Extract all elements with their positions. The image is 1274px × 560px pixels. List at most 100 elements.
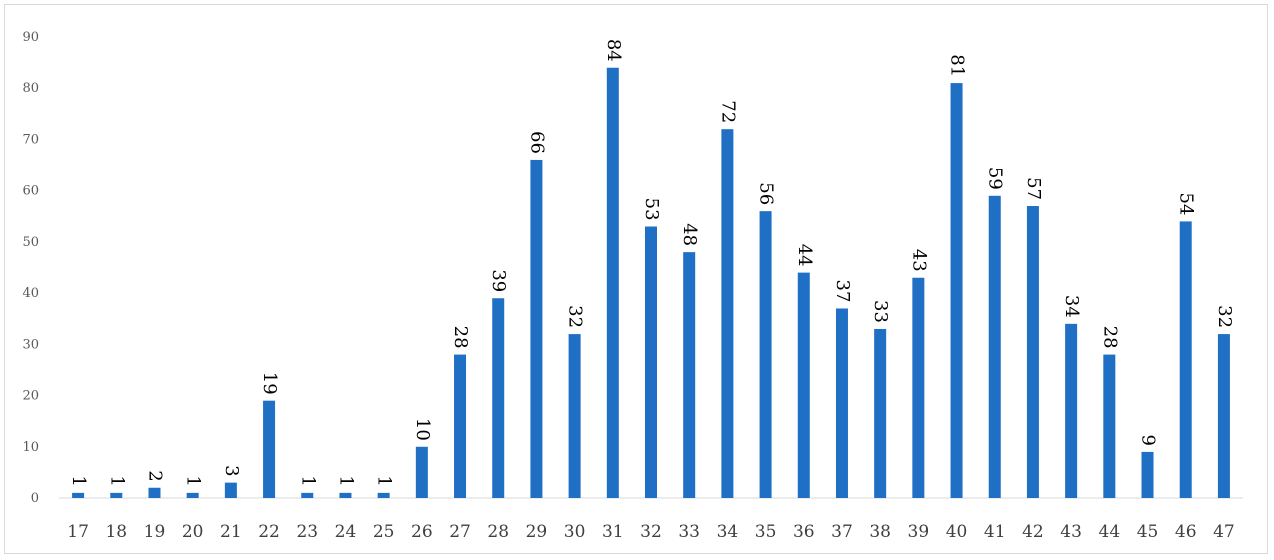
data-label: 33 (870, 300, 891, 323)
bar (645, 226, 657, 498)
y-axis-ticks: 0 10 20 30 40 50 60 70 80 90 (22, 30, 39, 506)
x-tick-label: 38 (869, 522, 891, 542)
data-label: 1 (106, 475, 127, 486)
data-label: 1 (183, 475, 204, 486)
data-label: 9 (1138, 434, 1159, 445)
bar (874, 328, 887, 498)
bar (186, 492, 199, 498)
x-tick-label: 37 (831, 522, 853, 542)
y-tick-label: 30 (22, 337, 39, 352)
data-label: 53 (641, 198, 662, 221)
x-tick-label: 44 (1099, 522, 1121, 542)
x-tick-label: 46 (1175, 522, 1197, 542)
x-tick-label: 25 (373, 522, 395, 542)
bar (415, 446, 428, 498)
data-label: 44 (794, 244, 815, 267)
x-tick-label: 42 (1022, 522, 1044, 542)
bar (339, 492, 352, 498)
x-tick-label: 18 (105, 522, 127, 542)
bar (950, 83, 963, 498)
bar (1026, 206, 1039, 499)
bar (263, 400, 276, 498)
x-tick-label: 43 (1060, 522, 1082, 542)
bar (1065, 323, 1078, 498)
x-tick-label: 26 (411, 522, 433, 542)
bar (1141, 451, 1154, 498)
x-tick-label: 29 (526, 522, 548, 542)
data-label: 10 (412, 418, 433, 441)
y-tick-label: 40 (22, 286, 39, 301)
x-axis-ticks: 17 18 19 20 21 22 23 24 25 26 27 28 29 30 31 32 33 34 35 36… (67, 522, 1234, 542)
bar (606, 67, 619, 498)
bar (1217, 334, 1230, 498)
y-tick-label: 10 (22, 440, 39, 455)
x-tick-label: 28 (487, 522, 509, 542)
bar (530, 159, 543, 498)
data-label: 54 (1176, 192, 1197, 215)
data-label: 32 (1214, 305, 1235, 328)
y-tick-label: 80 (22, 81, 39, 96)
data-label: 28 (450, 326, 471, 349)
data-label: 1 (335, 475, 356, 486)
x-tick-label: 32 (640, 522, 662, 542)
data-label: 56 (756, 182, 777, 205)
data-label: 1 (374, 475, 395, 486)
x-tick-label: 30 (564, 522, 586, 542)
y-tick-label: 90 (22, 30, 39, 45)
bar (72, 492, 85, 498)
data-label: 2 (144, 470, 165, 481)
bar (224, 482, 237, 498)
x-tick-label: 40 (946, 522, 968, 542)
data-label: 81 (947, 54, 968, 77)
x-tick-label: 41 (984, 522, 1006, 542)
x-tick-label: 22 (258, 522, 280, 542)
data-label: 3 (221, 465, 242, 476)
x-tick-label: 19 (144, 522, 166, 542)
x-tick-label: 33 (678, 522, 700, 542)
bar (835, 308, 848, 498)
data-label: 19 (259, 372, 280, 395)
data-label: 84 (603, 39, 624, 62)
data-label: 39 (488, 269, 509, 292)
y-tick-label: 60 (22, 184, 39, 199)
bar (110, 492, 123, 498)
data-label: 57 (1023, 177, 1044, 200)
bar (912, 277, 925, 498)
y-tick-label: 0 (31, 491, 39, 506)
data-label: 59 (985, 167, 1006, 190)
x-tick-label: 35 (755, 522, 777, 542)
bar (797, 272, 810, 498)
bar (759, 211, 772, 498)
x-tick-label: 45 (1137, 522, 1159, 542)
bar (721, 129, 734, 498)
x-tick-label: 39 (908, 522, 930, 542)
bars-group (72, 67, 1230, 499)
x-tick-label: 31 (602, 522, 624, 542)
bar (988, 195, 1001, 499)
y-tick-label: 50 (22, 235, 39, 250)
data-label: 28 (1099, 326, 1120, 349)
data-label: 1 (68, 475, 89, 486)
data-label: 32 (565, 305, 586, 328)
data-label: 66 (526, 131, 547, 154)
x-tick-label: 34 (717, 522, 739, 542)
data-label: 37 (832, 280, 853, 303)
y-tick-label: 70 (22, 132, 39, 147)
data-label: 48 (679, 223, 700, 246)
x-tick-label: 27 (449, 522, 471, 542)
bar (568, 334, 581, 498)
bar (492, 298, 505, 498)
x-tick-label: 20 (182, 522, 204, 542)
data-label: 72 (717, 100, 738, 123)
bar (1179, 221, 1192, 498)
y-tick-label: 20 (22, 389, 39, 404)
x-tick-label: 36 (793, 522, 815, 542)
bar (683, 252, 696, 498)
x-tick-label: 23 (296, 522, 318, 542)
data-label: 43 (908, 249, 929, 272)
x-tick-label: 24 (335, 522, 357, 542)
x-tick-label: 17 (67, 522, 89, 542)
bar (301, 492, 314, 498)
chart-area: 0 10 20 30 40 50 60 70 80 90 1 1 2 1 3 19 1 1 1 10 28 39 66 32… (4, 4, 1268, 554)
